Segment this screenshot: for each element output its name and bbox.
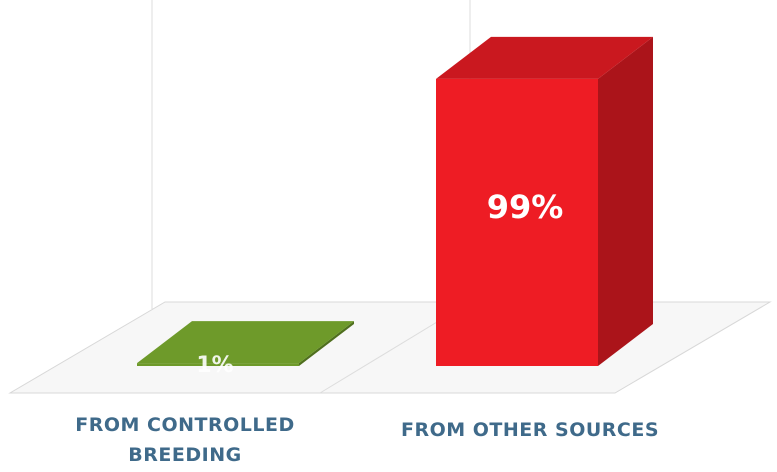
bar-top-face bbox=[137, 321, 354, 364]
category-label-line: FROM CONTROLLED bbox=[75, 414, 295, 436]
value-label: 1% bbox=[196, 353, 233, 378]
chart-floor bbox=[8, 301, 772, 394]
value-label: 99% bbox=[487, 188, 564, 226]
category-label-other-sources: FROM OTHER SOURCES bbox=[370, 415, 690, 445]
category-label-line: BREEDING bbox=[128, 444, 242, 466]
bar-top-face bbox=[436, 36, 653, 79]
category-label-controlled-breeding: FROM CONTROLLED BREEDING bbox=[40, 410, 330, 470]
bar-front-face bbox=[436, 78, 598, 367]
category-label-line: FROM OTHER SOURCES bbox=[400, 419, 660, 441]
bar-side-face bbox=[598, 36, 653, 367]
bars-group bbox=[137, 36, 653, 367]
bar-front-face bbox=[137, 363, 299, 366]
bar-side-face bbox=[299, 321, 354, 366]
